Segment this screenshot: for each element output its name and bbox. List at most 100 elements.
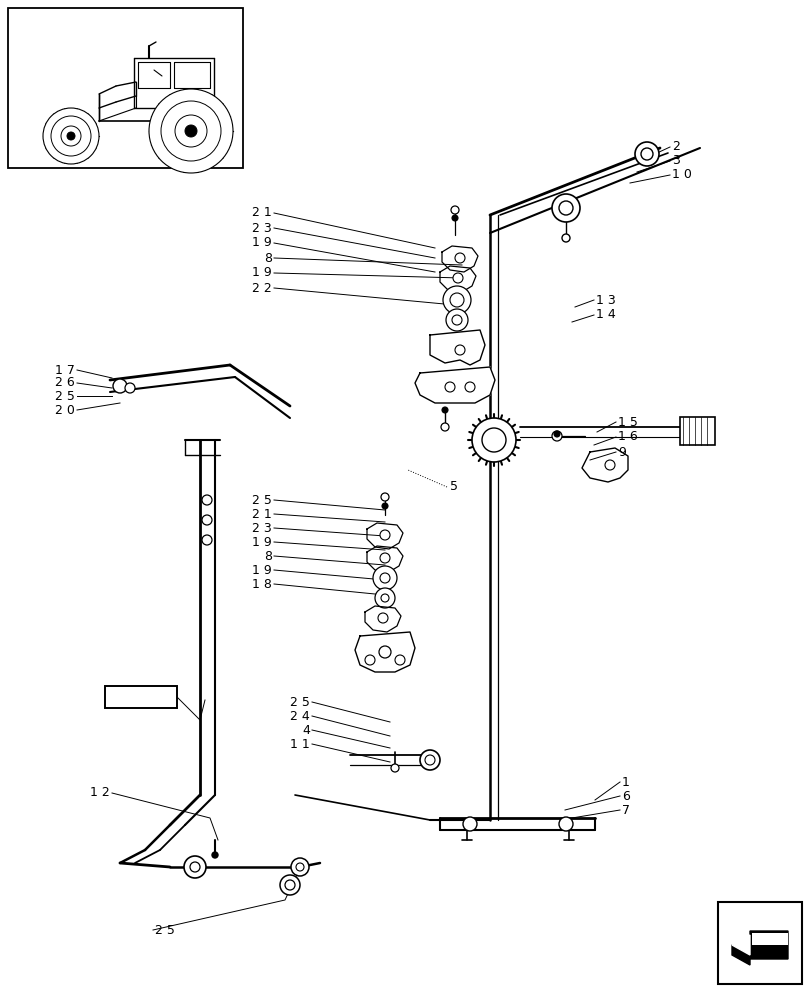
Text: 1: 1 bbox=[621, 776, 629, 788]
Circle shape bbox=[290, 858, 309, 876]
Circle shape bbox=[443, 286, 470, 314]
Circle shape bbox=[465, 382, 474, 392]
Text: PAG.1: PAG.1 bbox=[119, 690, 163, 704]
Text: 5: 5 bbox=[449, 481, 457, 493]
Circle shape bbox=[125, 383, 135, 393]
Text: 1 7: 1 7 bbox=[55, 363, 75, 376]
Circle shape bbox=[375, 588, 394, 608]
Circle shape bbox=[365, 655, 375, 665]
Text: 1 8: 1 8 bbox=[251, 578, 272, 590]
Text: 1 9: 1 9 bbox=[252, 564, 272, 576]
Circle shape bbox=[454, 253, 465, 263]
Circle shape bbox=[424, 755, 435, 765]
Text: 1 9: 1 9 bbox=[252, 236, 272, 249]
Circle shape bbox=[462, 817, 476, 831]
Circle shape bbox=[482, 428, 505, 452]
Circle shape bbox=[372, 566, 397, 590]
Text: 1 9: 1 9 bbox=[252, 536, 272, 548]
Text: 2 4: 2 4 bbox=[290, 710, 310, 722]
Circle shape bbox=[61, 126, 81, 146]
Text: 1 5: 1 5 bbox=[617, 416, 637, 428]
Circle shape bbox=[561, 234, 569, 242]
Circle shape bbox=[43, 108, 99, 164]
Circle shape bbox=[148, 89, 233, 173]
Polygon shape bbox=[367, 523, 402, 549]
Circle shape bbox=[453, 273, 462, 283]
Circle shape bbox=[185, 125, 197, 137]
Text: 1 9: 1 9 bbox=[252, 266, 272, 279]
Bar bbox=[8, 8, 242, 168]
Circle shape bbox=[285, 880, 294, 890]
Circle shape bbox=[452, 215, 457, 221]
Circle shape bbox=[51, 116, 91, 156]
Polygon shape bbox=[367, 546, 402, 572]
Text: 2 5: 2 5 bbox=[251, 493, 272, 506]
Circle shape bbox=[452, 315, 461, 325]
Circle shape bbox=[175, 115, 207, 147]
Circle shape bbox=[441, 407, 448, 413]
Text: 8: 8 bbox=[264, 251, 272, 264]
Text: 8: 8 bbox=[264, 550, 272, 562]
Circle shape bbox=[604, 460, 614, 470]
Polygon shape bbox=[440, 266, 475, 292]
Text: 6: 6 bbox=[621, 790, 629, 802]
Circle shape bbox=[202, 495, 212, 505]
Polygon shape bbox=[430, 330, 484, 365]
Circle shape bbox=[419, 750, 440, 770]
Circle shape bbox=[551, 431, 561, 441]
Circle shape bbox=[202, 535, 212, 545]
Text: 7: 7 bbox=[621, 804, 629, 816]
Text: 2 5: 2 5 bbox=[55, 389, 75, 402]
Circle shape bbox=[380, 594, 388, 602]
Circle shape bbox=[380, 493, 388, 501]
Circle shape bbox=[67, 132, 75, 140]
Text: 2 0: 2 0 bbox=[55, 403, 75, 416]
Text: 1 1: 1 1 bbox=[290, 738, 310, 750]
Circle shape bbox=[379, 646, 391, 658]
Circle shape bbox=[558, 201, 573, 215]
Text: 3: 3 bbox=[672, 154, 679, 167]
Text: 2 2: 2 2 bbox=[252, 282, 272, 294]
Circle shape bbox=[380, 530, 389, 540]
Text: 2 3: 2 3 bbox=[252, 522, 272, 534]
Circle shape bbox=[558, 817, 573, 831]
Circle shape bbox=[161, 101, 221, 161]
Circle shape bbox=[394, 655, 405, 665]
Circle shape bbox=[553, 431, 560, 437]
Text: 2 1: 2 1 bbox=[252, 508, 272, 520]
Text: 1 0: 1 0 bbox=[672, 168, 691, 182]
Circle shape bbox=[380, 553, 389, 563]
Circle shape bbox=[445, 309, 467, 331]
Polygon shape bbox=[414, 367, 495, 403]
Text: 2 3: 2 3 bbox=[252, 222, 272, 234]
Circle shape bbox=[391, 764, 398, 772]
Circle shape bbox=[454, 345, 465, 355]
Polygon shape bbox=[731, 935, 749, 955]
Text: 4: 4 bbox=[302, 724, 310, 736]
Text: 2 6: 2 6 bbox=[55, 376, 75, 389]
Circle shape bbox=[381, 503, 388, 509]
Circle shape bbox=[551, 194, 579, 222]
Circle shape bbox=[444, 382, 454, 392]
Text: 1 6: 1 6 bbox=[617, 430, 637, 444]
Text: 2 1: 2 1 bbox=[252, 207, 272, 220]
Circle shape bbox=[212, 852, 217, 858]
Circle shape bbox=[113, 379, 127, 393]
Circle shape bbox=[184, 856, 206, 878]
Circle shape bbox=[450, 206, 458, 214]
Polygon shape bbox=[354, 632, 414, 672]
Polygon shape bbox=[731, 931, 787, 965]
Bar bbox=[679, 417, 714, 445]
Text: 2 5: 2 5 bbox=[290, 696, 310, 708]
Circle shape bbox=[380, 573, 389, 583]
Bar bbox=[717, 902, 801, 984]
Circle shape bbox=[634, 142, 659, 166]
Text: 1 3: 1 3 bbox=[595, 294, 615, 306]
Polygon shape bbox=[365, 606, 401, 632]
Text: 9: 9 bbox=[617, 446, 625, 458]
Circle shape bbox=[378, 613, 388, 623]
Circle shape bbox=[440, 423, 448, 431]
Circle shape bbox=[449, 293, 463, 307]
Text: 2 5: 2 5 bbox=[155, 924, 174, 936]
Text: 1 2: 1 2 bbox=[90, 786, 109, 800]
